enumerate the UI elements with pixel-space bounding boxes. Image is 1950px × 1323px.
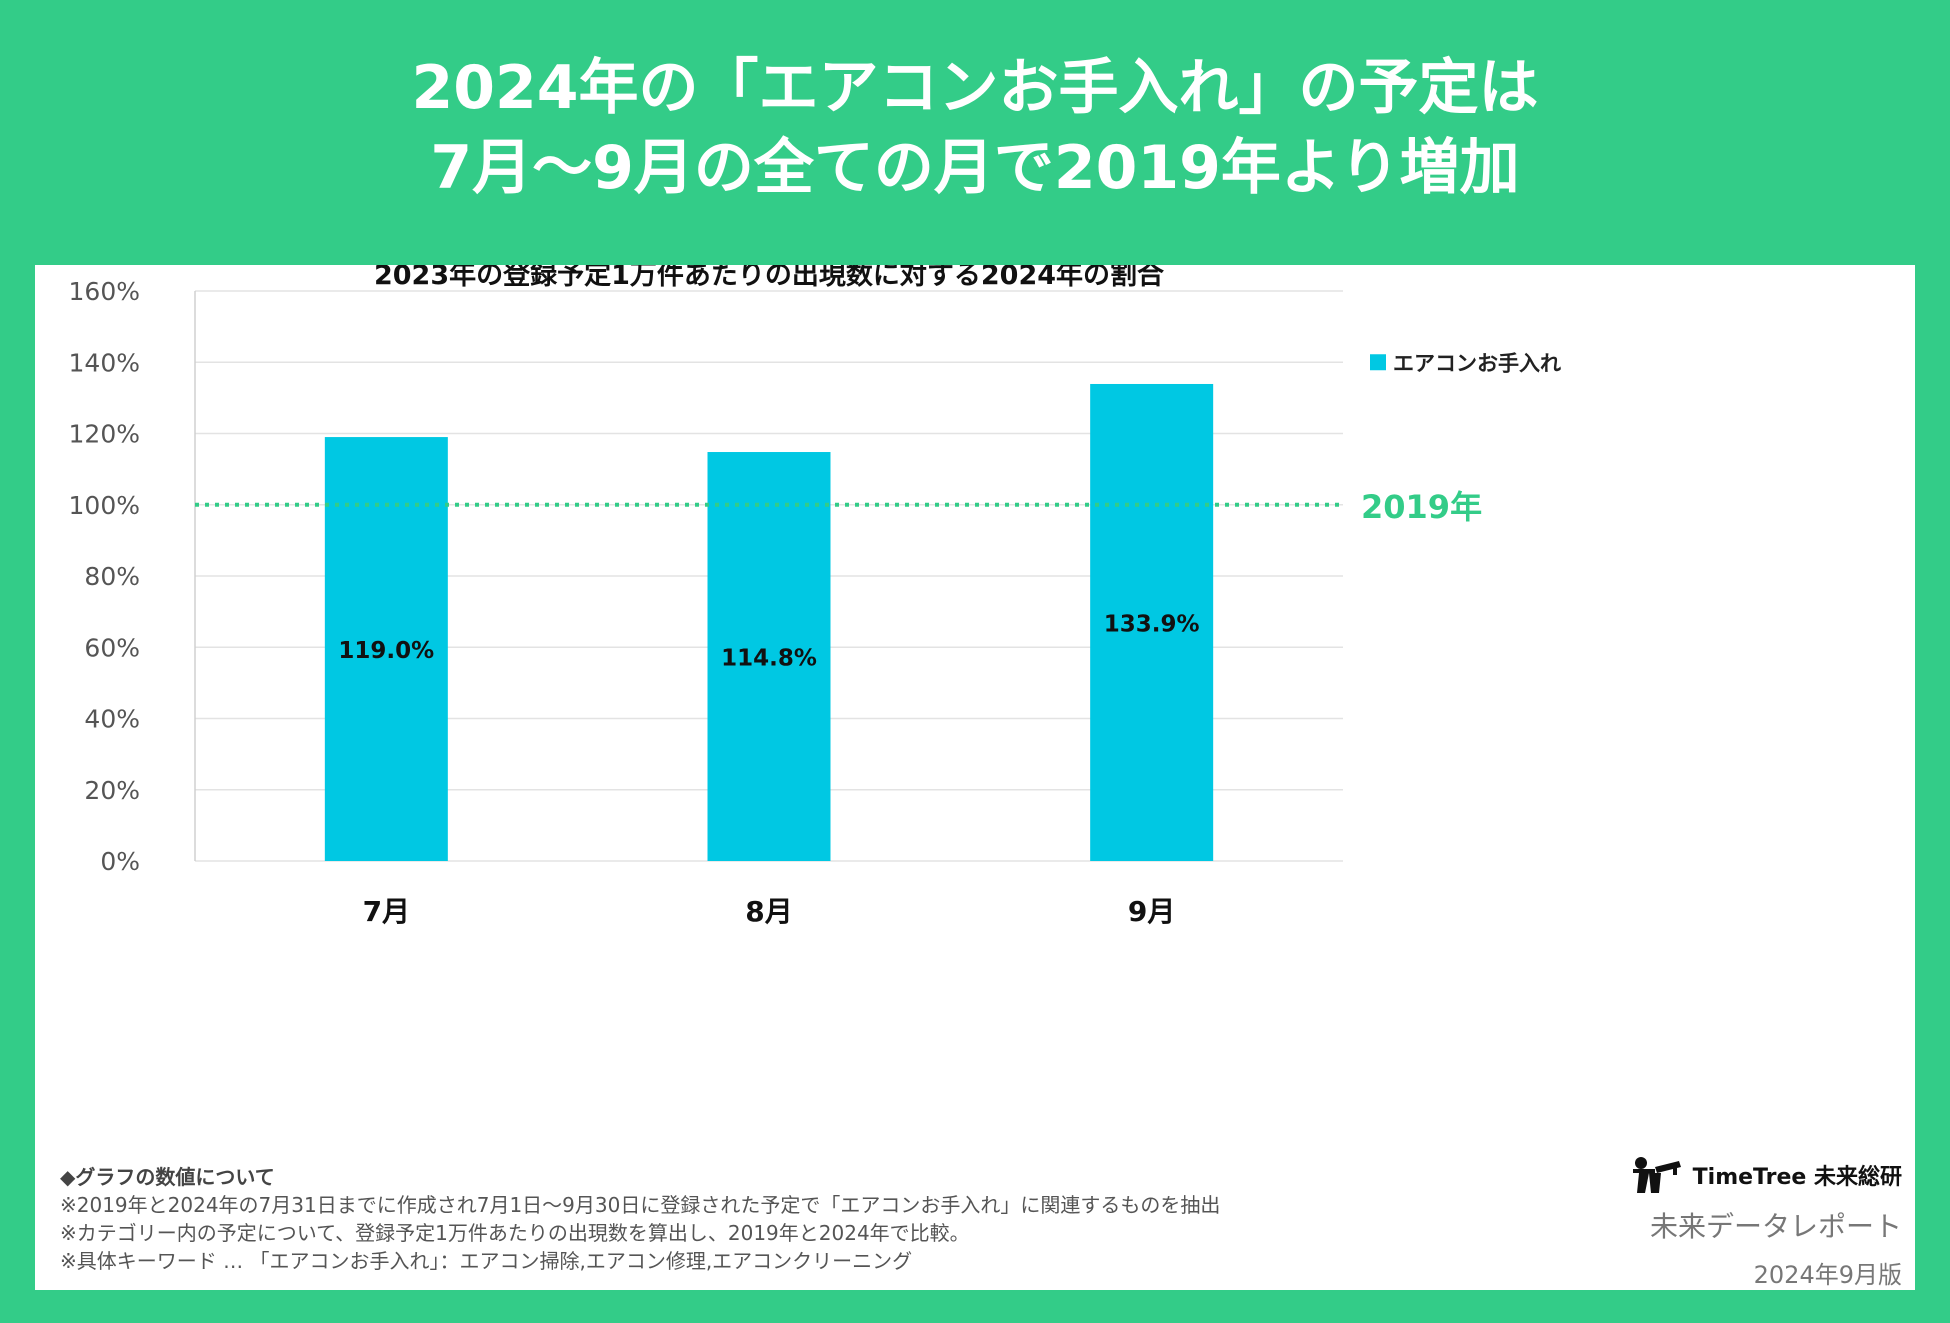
headline: 2024年の「エアコンお手入れ」の予定は 7月〜9月の全ての月で2019年より増…	[0, 48, 1950, 208]
brand-logo: TimeTree 未来総研	[1629, 1155, 1902, 1195]
x-tick-label: 7月	[363, 895, 410, 928]
notes: ◆グラフの数値について ※2019年と2024年の7月31日までに作成され7月1…	[60, 1163, 1220, 1275]
headline-line-2: 7月〜9月の全ての月で2019年より増加	[430, 133, 1520, 203]
bar-value-label: 114.8%	[721, 646, 817, 672]
y-tick-label: 60%	[84, 633, 140, 662]
brand: TimeTree 未来総研 未来データレポート 2024年9月版	[1629, 1155, 1902, 1290]
notes-line: ※具体キーワード … 「エアコンお手入れ」：エアコン掃除,エアコン修理,エアコン…	[60, 1249, 913, 1273]
notes-heading: ◆グラフの数値について	[60, 1165, 275, 1189]
report-edition: 2024年9月版	[1753, 1261, 1902, 1289]
chart-panel: 2023年の登録予定1万件あたりの出現数に対する2024年の割合 0% 20% 40%…	[35, 265, 1915, 1290]
x-tick-label: 8月	[745, 895, 792, 928]
bar-value-label: 133.9%	[1104, 611, 1200, 637]
chart-title: 2023年の登録予定1万件あたりの出現数に対する2024年の割合	[374, 265, 1164, 291]
bar	[707, 452, 831, 861]
x-tick-label: 9月	[1128, 895, 1175, 928]
bar-chart: 2023年の登録予定1万件あたりの出現数に対する2024年の割合 0% 20% 40%…	[69, 265, 1561, 928]
y-tick-label: 80%	[84, 562, 140, 591]
reference-line-label: 2019年	[1361, 488, 1482, 526]
legend-swatch	[1370, 354, 1386, 371]
y-tick-label: 100%	[69, 491, 140, 520]
bar	[1090, 383, 1214, 861]
y-tick-label: 140%	[69, 348, 140, 377]
legend-label: エアコンお手入れ	[1393, 351, 1561, 375]
brand-logo-text: TimeTree 未来総研	[1692, 1165, 1902, 1190]
y-tick-label: 120%	[69, 420, 140, 449]
headline-line-1: 2024年の「エアコンお手入れ」の予定は	[411, 53, 1539, 123]
notes-line: ※カテゴリー内の予定について、登録予定1万件あたりの出現数を算出し、2019年と…	[60, 1221, 970, 1245]
bar-value-label: 119.0%	[338, 638, 434, 664]
y-tick-label: 40%	[84, 705, 140, 734]
y-tick-label: 20%	[84, 776, 140, 805]
y-tick-label: 160%	[69, 277, 140, 306]
timetree-logo-icon	[1632, 1157, 1681, 1193]
notes-line: ※2019年と2024年の7月31日までに作成され7月1日〜9月30日に登録され…	[60, 1193, 1221, 1217]
report-name: 未来データレポート	[1649, 1210, 1902, 1243]
bar	[324, 437, 448, 861]
y-tick-label: 0%	[100, 847, 140, 876]
